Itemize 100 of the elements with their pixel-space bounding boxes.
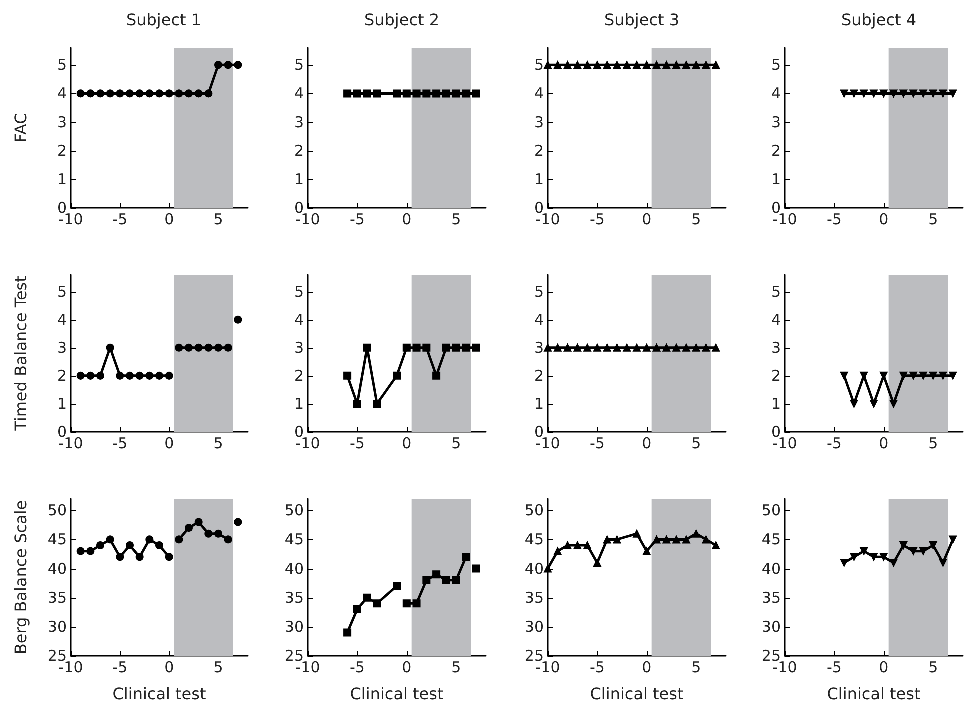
- point: [204, 530, 213, 538]
- point: [633, 530, 641, 538]
- x-tick-label: -5: [350, 434, 365, 452]
- point: [544, 564, 552, 573]
- y-tick-label: 4: [294, 310, 304, 329]
- point: [393, 372, 401, 380]
- x-tick-label: -5: [350, 658, 365, 676]
- y-tick-label: 50: [762, 502, 781, 520]
- x-tick-label: -5: [590, 210, 605, 228]
- x-tick-label: 0: [642, 210, 652, 228]
- x-tick-label: 0: [879, 434, 889, 452]
- y-tick-label: 45: [762, 530, 781, 549]
- point: [452, 344, 460, 352]
- x-tick-label: 0: [642, 658, 652, 676]
- point: [363, 344, 372, 352]
- y-tick-label: 45: [48, 530, 67, 549]
- point: [175, 344, 184, 352]
- point: [402, 344, 411, 352]
- point: [136, 372, 144, 380]
- x-tick-label: 5: [214, 434, 224, 452]
- point: [146, 536, 154, 544]
- y-tick-label: 2: [294, 142, 304, 160]
- point: [682, 536, 690, 544]
- point: [949, 536, 958, 544]
- point: [136, 553, 144, 562]
- point: [106, 536, 114, 544]
- y-tick-label: 3: [771, 338, 781, 357]
- y-tick-label: 4: [534, 84, 544, 103]
- point: [593, 558, 602, 567]
- x-axis-title: Clinical test: [827, 684, 921, 704]
- point: [126, 372, 134, 380]
- x-tick-label: -5: [112, 210, 128, 228]
- y-tick-label: 1: [294, 170, 304, 188]
- y-tick-label: 5: [534, 282, 544, 301]
- y-tick-label: 4: [57, 84, 67, 103]
- y-tick-label: 25: [284, 647, 304, 665]
- y-tick-label: 3: [57, 338, 67, 357]
- y-tick-label: 1: [294, 394, 304, 413]
- x-tick-label: 5: [452, 210, 462, 228]
- point: [712, 542, 720, 550]
- point: [86, 372, 95, 380]
- x-tick-label: 5: [452, 658, 462, 676]
- point: [442, 344, 450, 352]
- x-tick-label: 0: [402, 434, 412, 452]
- point: [432, 372, 441, 380]
- y-tick-label: 0: [57, 423, 67, 441]
- y-tick-label: 35: [762, 588, 781, 607]
- y-tick-label: 0: [771, 199, 781, 217]
- point: [353, 400, 362, 408]
- x-tick-label: 5: [692, 210, 702, 228]
- point: [702, 536, 710, 544]
- point: [603, 536, 612, 544]
- point: [692, 530, 700, 538]
- y-tick-label: 3: [534, 338, 544, 357]
- point: [662, 536, 671, 544]
- point: [204, 344, 213, 352]
- point: [194, 344, 203, 352]
- point: [96, 542, 104, 550]
- x-tick-label: 0: [642, 434, 652, 452]
- x-tick-label: 5: [692, 658, 702, 676]
- point: [422, 576, 431, 584]
- point: [185, 524, 193, 532]
- chart-title: Subject 1: [126, 10, 202, 30]
- y-tick-label: 2: [57, 142, 67, 160]
- x-tick-label: 0: [164, 658, 174, 676]
- point: [442, 576, 450, 584]
- x-tick-label: 0: [164, 434, 174, 452]
- point: [175, 536, 184, 544]
- y-tick-label: 0: [534, 199, 544, 217]
- point: [462, 553, 470, 562]
- y-tick-label: 50: [524, 502, 544, 520]
- point: [116, 553, 124, 562]
- y-tick-label: 30: [48, 618, 67, 636]
- y-tick-label: 3: [294, 113, 304, 132]
- chart-title: Subject 3: [604, 10, 680, 30]
- point: [890, 558, 898, 567]
- point: [860, 547, 868, 556]
- point: [452, 576, 460, 584]
- point: [412, 344, 421, 352]
- point: [126, 542, 134, 550]
- point: [234, 518, 242, 526]
- x-tick-label: 0: [164, 210, 174, 228]
- y-tick-label: 40: [762, 560, 781, 578]
- y-tick-label: 0: [294, 199, 304, 217]
- x-axis-title: Clinical test: [590, 684, 684, 704]
- point: [86, 547, 95, 556]
- point: [672, 536, 681, 544]
- point: [185, 344, 193, 352]
- y-tick-label: 30: [524, 618, 544, 636]
- y-tick-label: 2: [771, 142, 781, 160]
- x-tick-label: 0: [402, 658, 412, 676]
- y-tick-label: 5: [294, 56, 304, 74]
- point: [432, 570, 441, 579]
- point: [462, 344, 470, 352]
- point: [373, 400, 382, 408]
- y-tick-label: 40: [284, 560, 304, 578]
- point: [929, 542, 938, 550]
- point: [919, 547, 928, 556]
- x-tick-label: -5: [826, 658, 842, 676]
- y-tick-label: 4: [771, 84, 781, 103]
